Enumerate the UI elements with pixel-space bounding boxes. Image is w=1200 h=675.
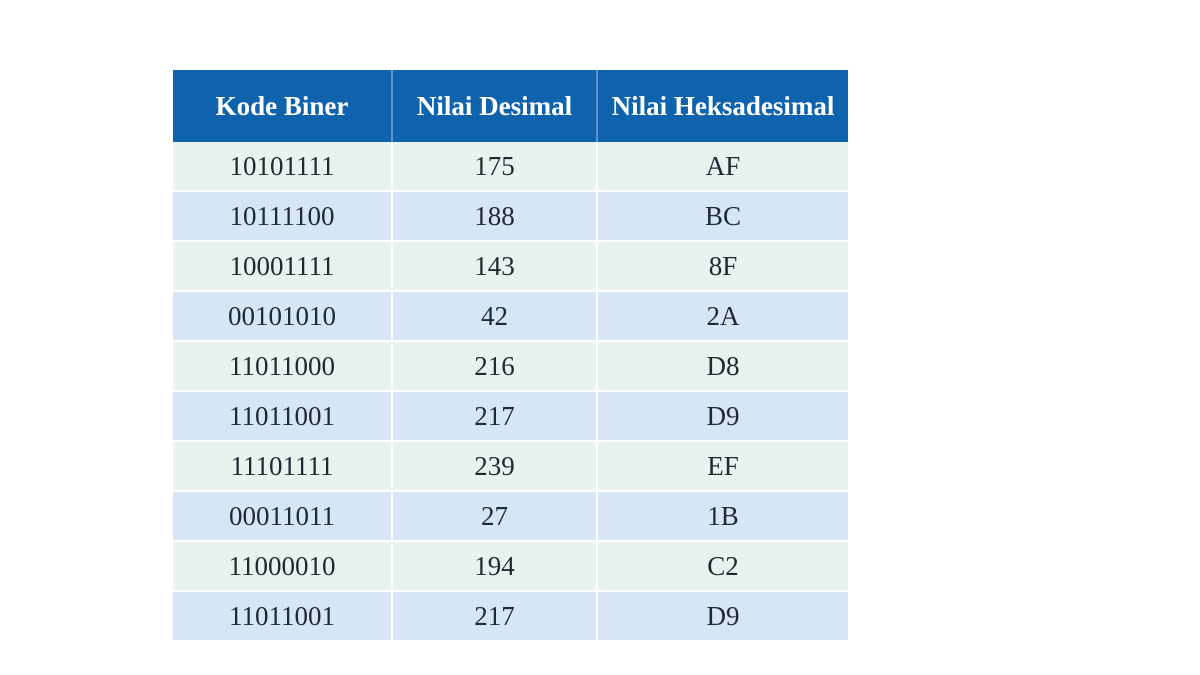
table-row: 00011011 27 1B [173,491,848,542]
cell-hex: EF [597,441,848,492]
cell-hex: BC [597,191,848,242]
header-nilai-heksadesimal: Nilai Heksadesimal [597,70,848,142]
cell-decimal: 143 [392,241,598,292]
table-header: Kode Biner Nilai Desimal Nilai Heksadesi… [173,70,848,142]
cell-binary: 11000010 [173,541,393,592]
cell-hex: 8F [597,241,848,292]
cell-decimal: 239 [392,441,598,492]
cell-hex: D9 [597,391,848,442]
cell-binary: 10001111 [173,241,393,292]
cell-binary: 11011001 [173,591,393,642]
table-body: 10101111 175 AF 10111100 188 BC 10001111… [173,142,848,642]
cell-binary: 10111100 [173,191,393,242]
cell-decimal: 42 [392,291,598,342]
table-row: 11011000 216 D8 [173,341,848,392]
cell-binary: 00011011 [173,491,393,542]
cell-decimal: 217 [392,391,598,442]
table-row: 11000010 194 C2 [173,541,848,592]
cell-hex: D9 [597,591,848,642]
cell-binary: 00101010 [173,291,393,342]
header-row: Kode Biner Nilai Desimal Nilai Heksadesi… [173,70,848,142]
table-row: 11011001 217 D9 [173,391,848,442]
table-row: 11101111 239 EF [173,441,848,492]
cell-decimal: 216 [392,341,598,392]
cell-decimal: 175 [392,142,598,192]
cell-decimal: 27 [392,491,598,542]
cell-binary: 11101111 [173,441,393,492]
cell-hex: D8 [597,341,848,392]
cell-hex: 1B [597,491,848,542]
conversion-table-container: Kode Biner Nilai Desimal Nilai Heksadesi… [173,70,848,642]
cell-decimal: 217 [392,591,598,642]
cell-hex: C2 [597,541,848,592]
table-row: 10001111 143 8F [173,241,848,292]
cell-binary: 11011000 [173,341,393,392]
table-row: 11011001 217 D9 [173,591,848,642]
table-row: 00101010 42 2A [173,291,848,342]
cell-decimal: 188 [392,191,598,242]
cell-binary: 11011001 [173,391,393,442]
table-row: 10101111 175 AF [173,142,848,192]
cell-hex: AF [597,142,848,192]
table-row: 10111100 188 BC [173,191,848,242]
cell-decimal: 194 [392,541,598,592]
binary-conversion-table: Kode Biner Nilai Desimal Nilai Heksadesi… [173,70,848,642]
header-nilai-desimal: Nilai Desimal [392,70,598,142]
cell-hex: 2A [597,291,848,342]
header-kode-biner: Kode Biner [173,70,393,142]
cell-binary: 10101111 [173,142,393,192]
